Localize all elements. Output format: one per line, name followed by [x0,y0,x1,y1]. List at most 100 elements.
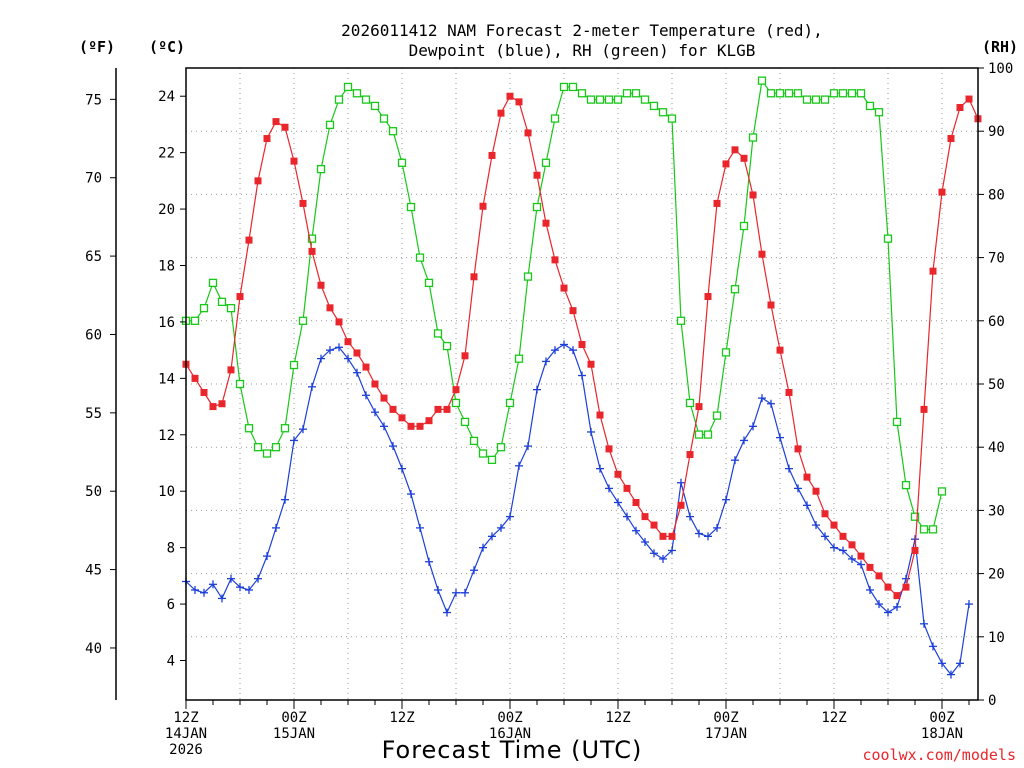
dewpoint-point [416,523,424,532]
dewpoint-point [929,642,937,651]
dewpoint-point [290,436,298,445]
temperature-point [695,403,703,411]
temperature-point [209,403,217,411]
temperature-point [191,374,199,382]
fahrenheit-unit-label: (ºF) [79,38,115,56]
temperature-point [659,532,667,540]
dewpoint-point [569,346,577,355]
rh-point [874,108,884,117]
rh-point [748,133,758,142]
temperature-point [776,346,784,354]
rh-point [208,278,218,288]
rh-point [703,430,713,439]
rh-point [649,101,659,111]
rh-point [676,316,686,325]
dewpoint-point [587,427,595,436]
temperature-point [821,510,829,518]
temperature-point [353,349,361,357]
rh-point [397,158,407,167]
dewpoint-point [353,368,361,377]
temperature-point [245,236,253,244]
dewpoint-point [866,585,874,594]
rh-point [271,443,281,452]
temperature-point [389,405,397,413]
temperature-point [380,394,388,402]
x-tick-label: 12Z [821,710,846,726]
dewpoint-point [254,574,262,583]
rh-point [928,525,938,534]
temperature-point [407,422,415,430]
temperature-point [704,293,712,301]
credit-text: coolwx.com/models [862,746,1016,764]
temperature-point [434,405,442,413]
x-tick-label: 12Z [173,710,198,726]
temperature-point [893,592,901,600]
dewpoint-point [641,538,649,546]
rh-point [829,89,839,98]
rh-point [532,202,542,212]
temperature-point [362,363,370,371]
rh-point [361,95,371,104]
dewpoint-point [794,484,802,493]
rh-point [793,89,803,98]
temperature-point [470,273,478,281]
temperature-point [866,563,874,571]
dewpoint-point [524,442,532,451]
dewpoint-point [407,490,415,499]
dewpoint-point [344,354,352,363]
rh-unit-label: (RH) [982,38,1018,56]
rh-point [244,424,254,433]
rh-tick-label: 20 [988,567,1005,583]
dewpoint-point [839,546,847,555]
x-tick-label: 15JAN [273,726,315,742]
series-line [186,79,943,531]
dewpoint-point [713,523,721,532]
rh-point [253,443,263,452]
rh-point [451,398,461,408]
temperature-point [344,338,352,346]
dewpoint-point [560,340,568,349]
rh-point [352,89,362,98]
rh-point [838,89,848,98]
temperature-point [938,188,946,196]
rh-point [631,89,641,98]
fahrenheit-tick-label: 70 [85,171,102,187]
rh-point [298,316,308,325]
temperature-point [587,360,595,368]
rh-point [847,89,857,98]
x-axis-label: Forecast Time (UTC) [382,736,643,764]
temperature-point [794,445,802,453]
temperature-point [839,532,847,540]
dewpoint-point [677,478,685,487]
rh-point [640,95,650,104]
x-tick-label: 00Z [929,710,954,726]
dewpoint-point [227,574,235,583]
celsius-tick-label: 14 [158,371,175,387]
temperature-point [416,422,424,430]
celsius-tick-label: 8 [167,541,175,557]
temperature-point [506,92,514,100]
rh-point [721,348,731,357]
x-tick-label: 18JAN [921,726,963,742]
dewpoint-point [731,456,739,465]
rh-tick-label: 90 [988,124,1005,140]
rh-point [190,316,200,325]
rh-point [496,443,506,452]
dewpoint-point [812,521,820,530]
dewpoint-point [362,391,370,400]
x-tick-label: 14JAN [165,726,207,742]
dewpoint-point [200,588,208,597]
rh-point [820,95,830,104]
temperature-point [713,199,721,207]
temperature-point [668,532,676,540]
temperature-point [911,546,919,554]
rh-point [712,411,722,420]
x-tick-label: 00Z [713,710,738,726]
dewpoint-point [506,512,514,521]
dewpoint-point [938,659,946,668]
chart-title-line2: Dewpoint (blue), RH (green) for KLGB [409,41,756,60]
rh-point [892,417,902,427]
temperature-point [632,499,640,506]
rh-point [514,354,524,363]
rh-tick-label: 30 [988,503,1005,519]
